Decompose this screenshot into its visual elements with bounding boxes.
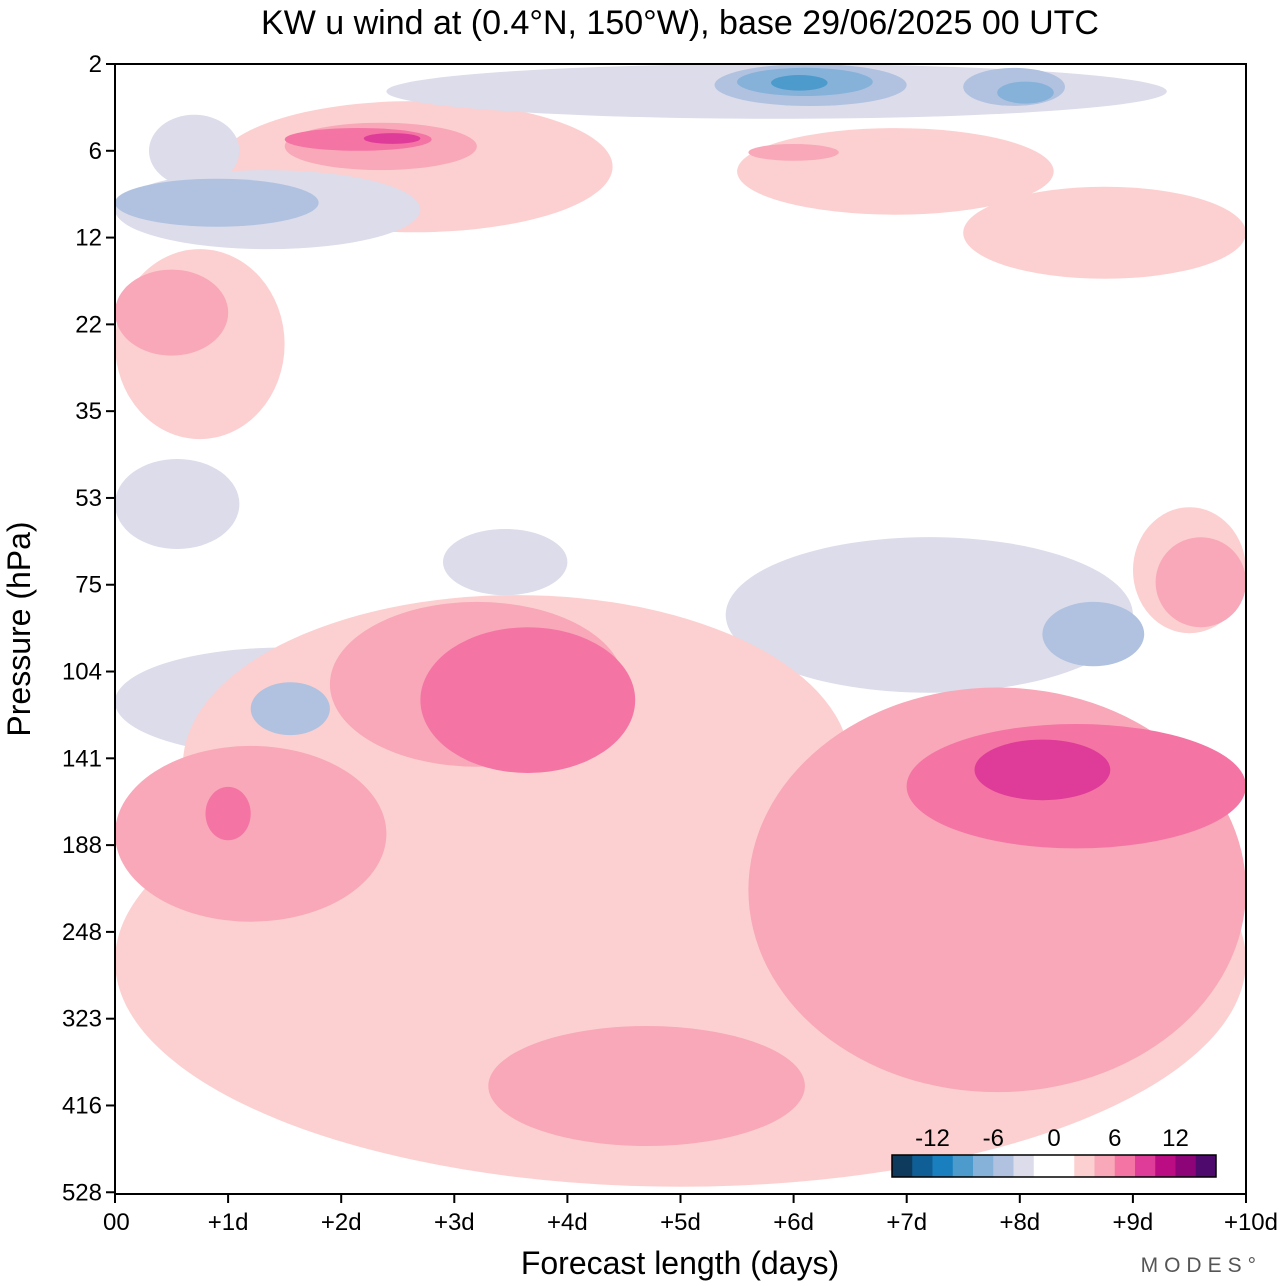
y-tick-label-13: 528 — [62, 1179, 102, 1206]
y-tick-label-11: 323 — [62, 1006, 102, 1033]
x-axis: 00 +1d +2d +3d +4d +5d +6d +7d +8d +9d +10d — [103, 1194, 1278, 1236]
contour-region-35 — [974, 739, 1111, 801]
colorbar-tick-label-1: -6 — [983, 1125, 1004, 1152]
contour-region-8 — [443, 529, 568, 596]
colorbar-tick-label-0: -12 — [915, 1125, 950, 1152]
x-axis-label: Forecast length (days) — [521, 1245, 839, 1281]
colorbar-swatch-4 — [973, 1155, 994, 1177]
colorbar-swatch-13 — [1155, 1155, 1176, 1177]
contour-region-9 — [725, 537, 1133, 693]
x-tick-label-2: +2d — [321, 1209, 362, 1236]
contour-region-33 — [363, 133, 421, 144]
y-tick-label-8: 141 — [62, 745, 102, 772]
colorbar-swatch-2 — [932, 1155, 954, 1177]
contour-region-17 — [115, 178, 319, 227]
y-tick-label-1: 6 — [89, 138, 102, 165]
colorbar-swatch-14 — [1175, 1155, 1197, 1177]
x-tick-label-10: +10d — [1224, 1209, 1278, 1236]
x-tick-label-9: +9d — [1113, 1209, 1154, 1236]
x-tick-label-4: +4d — [547, 1209, 588, 1236]
y-axis: 2 6 12 22 35 53 75 104 141 188 248 323 416 528 — [62, 51, 115, 1206]
y-tick-label-6: 75 — [75, 572, 102, 599]
contour-region-7 — [115, 459, 240, 549]
contour-region-32 — [205, 786, 251, 841]
colorbar-swatch-6 — [1013, 1155, 1035, 1177]
colorbar-swatch-15 — [1195, 1155, 1217, 1177]
colorbar-swatch-8 — [1054, 1155, 1075, 1177]
y-tick-label-2: 12 — [75, 225, 102, 252]
x-tick-label-3: +3d — [434, 1209, 475, 1236]
colorbar-swatch-0 — [892, 1155, 913, 1177]
x-tick-label-1: +1d — [208, 1209, 249, 1236]
contour-region-20 — [1042, 601, 1145, 667]
contour-region-2 — [963, 186, 1246, 279]
chart-title: KW u wind at (0.4°N, 150°W), base 29/06/… — [261, 4, 1099, 42]
contour-region-30 — [420, 627, 636, 773]
colorbar-tick-label-2: 0 — [1047, 1125, 1060, 1152]
y-tick-label-4: 35 — [75, 398, 102, 425]
y-axis-label: Pressure (hPa) — [1, 521, 37, 736]
colorbar-swatch-11 — [1114, 1155, 1136, 1177]
colorbar-tick-label-3: 6 — [1108, 1125, 1121, 1152]
x-tick-label-6: +6d — [773, 1209, 814, 1236]
y-tick-label-5: 53 — [75, 485, 102, 512]
contour-region-26 — [1155, 537, 1246, 628]
colorbar-frame — [891, 1154, 1217, 1178]
y-tick-label-3: 22 — [75, 311, 102, 338]
colorbar-swatch-12 — [1135, 1155, 1156, 1177]
contour-region-15 — [748, 144, 839, 161]
contour-layer — [115, 64, 1246, 1187]
colorbar: -12 -6 0 6 12 — [891, 1125, 1217, 1178]
x-tick-label-5: +5d — [660, 1209, 701, 1236]
contour-region-5 — [149, 114, 240, 187]
y-tick-label-7: 104 — [62, 659, 102, 686]
y-tick-label-9: 188 — [62, 832, 102, 859]
colorbar-swatch-5 — [993, 1155, 1014, 1177]
y-tick-label-12: 416 — [62, 1092, 102, 1119]
contour-region-24 — [115, 745, 387, 922]
colorbar-swatch-3 — [952, 1155, 974, 1177]
contour-region-29 — [997, 81, 1054, 104]
contour-region-25 — [488, 1026, 805, 1146]
colorbar-swatch-9 — [1074, 1155, 1095, 1177]
contour-region-16 — [115, 269, 229, 356]
x-tick-label-8: +8d — [999, 1209, 1040, 1236]
modes-watermark: MODES° — [1141, 1254, 1262, 1277]
colorbar-swatch-7 — [1033, 1155, 1055, 1177]
contour-region-34 — [771, 75, 828, 91]
colorbar-swatch-1 — [912, 1155, 933, 1177]
y-tick-label-0: 2 — [89, 51, 102, 78]
contour-region-21 — [250, 682, 330, 736]
x-tick-label-0: 00 — [103, 1209, 130, 1236]
y-tick-label-10: 248 — [62, 919, 102, 946]
colorbar-tick-label-4: 12 — [1162, 1125, 1189, 1152]
colorbar-swatch-10 — [1094, 1155, 1116, 1177]
x-tick-label-7: +7d — [886, 1209, 927, 1236]
